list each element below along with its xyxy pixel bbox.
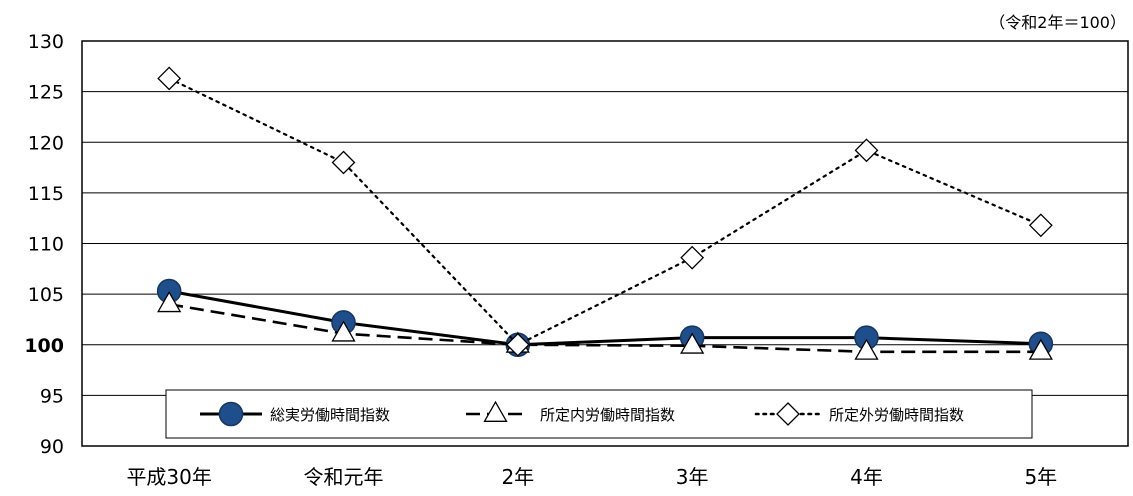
data-point xyxy=(854,138,879,163)
x-axis-ticks: 平成30年 令和元年 2年 3年 4年 5年 xyxy=(126,465,1057,489)
series-line xyxy=(168,302,1041,354)
data-point xyxy=(331,150,356,175)
data-point xyxy=(331,320,356,342)
x-tick-label: 5年 xyxy=(1024,465,1057,489)
y-axis-ticks: 90 95 100 105 110 115 120 125 130 xyxy=(24,31,64,458)
x-tick-label: 2年 xyxy=(501,465,534,489)
data-point xyxy=(854,338,879,360)
legend-marker xyxy=(218,401,244,427)
y-tick-label: 130 xyxy=(28,31,64,53)
legend-marker xyxy=(483,400,508,422)
x-tick-label: 平成30年 xyxy=(126,465,211,489)
data-point xyxy=(505,332,530,357)
data-point xyxy=(1028,338,1053,360)
legend-label: 所定外労働時間指数 xyxy=(829,406,964,424)
x-tick-label: 4年 xyxy=(850,465,883,489)
data-point xyxy=(157,66,182,91)
y-tick-label: 100 xyxy=(24,335,64,357)
x-tick-label: 3年 xyxy=(676,465,709,489)
y-tick-label: 90 xyxy=(40,436,64,458)
data-point xyxy=(1028,213,1053,238)
y-tick-label: 120 xyxy=(28,132,64,154)
y-tick-label: 105 xyxy=(28,284,64,306)
x-tick-label: 令和元年 xyxy=(304,465,384,489)
y-tick-label: 110 xyxy=(28,234,64,256)
data-point xyxy=(680,332,705,354)
legend-box xyxy=(165,389,1033,439)
legend-item-3: 所定外労働時間指数 xyxy=(754,402,964,426)
series-layer xyxy=(156,66,1054,360)
legend-label: 総実労働時間指数 xyxy=(270,406,390,424)
plot-area-border xyxy=(81,40,1129,447)
data-point xyxy=(157,291,182,313)
legend-item-1: 総実労働時間指数 xyxy=(200,401,390,427)
series-3 xyxy=(157,66,1053,357)
unit-note: （令和2年＝100） xyxy=(989,13,1126,32)
data-point xyxy=(680,245,705,270)
y-tick-label: 95 xyxy=(40,385,64,407)
y-tick-label: 125 xyxy=(28,82,64,104)
legend-marker xyxy=(776,402,800,426)
series-line xyxy=(168,289,1041,347)
legend-item-2: 所定内労働時間指数 xyxy=(466,400,675,424)
legend: 総実労働時間指数 所定内労働時間指数 所定外労働時間指数 xyxy=(165,389,1033,439)
y-tick-label: 115 xyxy=(28,183,64,205)
legend-label: 所定内労働時間指数 xyxy=(540,406,675,424)
gridlines xyxy=(82,91,1128,396)
series-line xyxy=(168,77,1042,347)
